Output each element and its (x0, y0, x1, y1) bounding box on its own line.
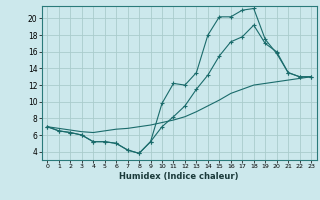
X-axis label: Humidex (Indice chaleur): Humidex (Indice chaleur) (119, 172, 239, 181)
